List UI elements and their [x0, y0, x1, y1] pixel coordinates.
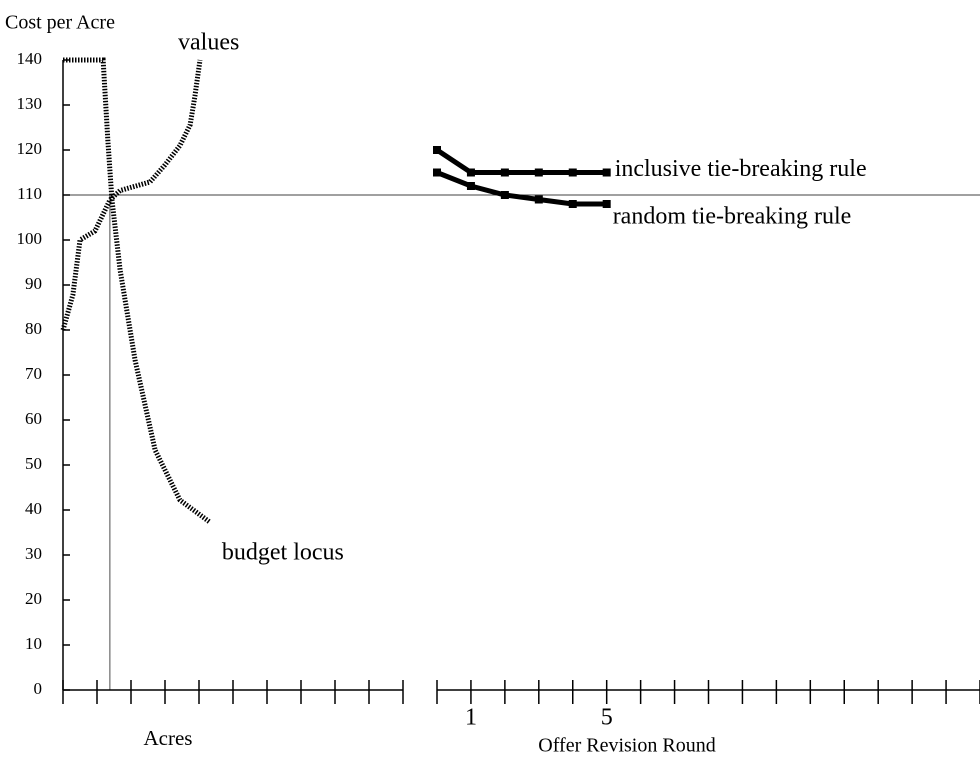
point	[602, 168, 611, 177]
y-tick-label: 0	[34, 679, 43, 698]
point	[534, 195, 543, 204]
y-tick-label: 120	[17, 139, 43, 158]
y-tick-label: 130	[17, 94, 43, 113]
y-tick-label: 110	[17, 184, 42, 203]
y-tick-label: 140	[17, 49, 43, 68]
series-label: random tie-breaking rule	[613, 204, 852, 230]
series-line	[436, 170, 607, 207]
series-label: values	[178, 30, 239, 56]
y-tick-label: 90	[25, 274, 42, 293]
series-label: budget locus	[222, 540, 344, 566]
x-tick-label: 1	[465, 705, 477, 731]
y-tick-label: 30	[25, 544, 42, 563]
point	[433, 146, 441, 154]
point	[602, 200, 611, 208]
x-tick-label: 5	[601, 705, 613, 731]
point	[433, 168, 441, 177]
series-line	[63, 57, 212, 525]
series-label: inclusive tie-breaking rule	[615, 156, 867, 182]
y-tick-label: 80	[25, 319, 42, 338]
y-tick-label: 70	[25, 364, 42, 383]
point	[568, 168, 577, 177]
point	[568, 200, 577, 208]
y-tick-label: 10	[25, 634, 42, 653]
y-tick-label: 50	[25, 454, 42, 473]
y-tick-label: 60	[25, 409, 42, 428]
y-tick-label: 40	[25, 499, 42, 518]
x-axis-label: Offer Revision Round	[538, 735, 715, 757]
series-line	[435, 147, 607, 175]
point	[466, 182, 475, 190]
point	[534, 168, 543, 177]
point	[500, 191, 509, 199]
x-axis-label: Acres	[144, 726, 193, 750]
y-tick-label: 100	[17, 229, 43, 248]
point	[466, 168, 475, 177]
y-tick-label: 20	[25, 589, 42, 608]
y-axis-label: Cost per Acre	[5, 12, 115, 34]
point	[500, 168, 509, 177]
